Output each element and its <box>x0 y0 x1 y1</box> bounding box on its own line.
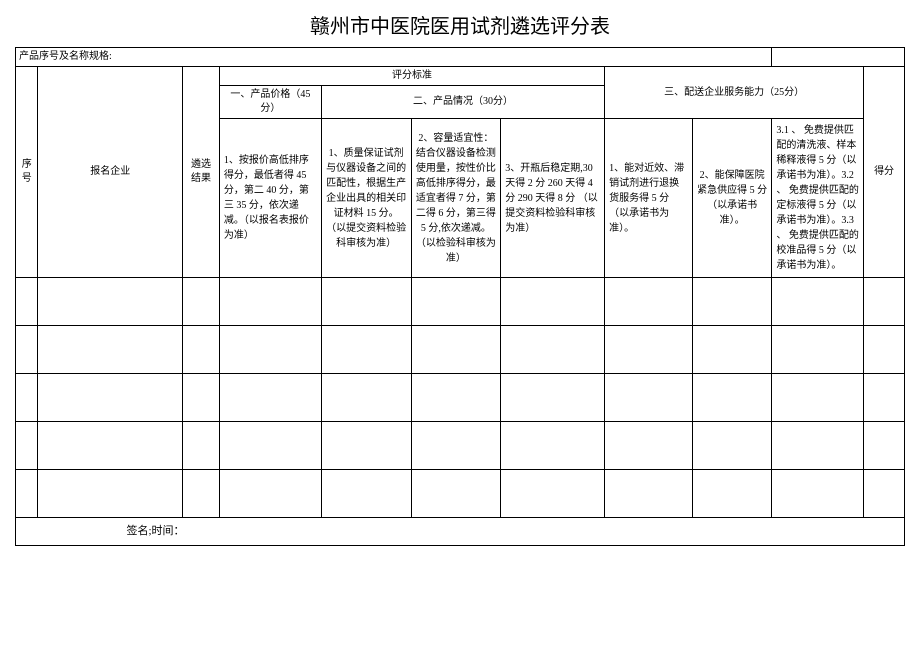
criteria-c7: 3.1 、 免费提供匹配的清洗液、样本稀释液得 5 分（以承诺书为准）。3.2 … <box>772 119 864 278</box>
data-row <box>16 278 905 326</box>
data-row <box>16 326 905 374</box>
product-label: 产品序号及名称规格: <box>16 48 772 67</box>
criteria-c5: 1、能对近效、滞销试剂进行退换货服务得 5 分（以承诺书为准）。 <box>605 119 693 278</box>
criteria-c2: 1、质量保证试剂与仪器设备之间的匹配性，根据生产企业出具的相关印证材料 15 分… <box>321 119 411 278</box>
product-blank <box>772 48 905 67</box>
criteria-c6: 2、能保障医院紧急供应得 5 分（以承诺书准）。 <box>692 119 772 278</box>
criteria-c3: 2、容量适宜性：结合仪器设备检测使用量，按性价比高低排序得分，最适宜者得 7 分… <box>411 119 501 278</box>
criteria-std: 评分标准 <box>219 67 604 86</box>
section1: 一、产品价格（45分） <box>219 86 321 119</box>
data-row <box>16 422 905 470</box>
section2: 二、产品情况（30分） <box>321 86 604 119</box>
signature-cell: 签名;时间： <box>16 518 905 546</box>
col-seq: 序号 <box>16 67 38 278</box>
footer-row: 签名;时间： <box>16 518 905 546</box>
product-row: 产品序号及名称规格: <box>16 48 905 67</box>
col-score: 得分 <box>864 67 905 278</box>
footer-text: 签名;时间： <box>127 525 185 537</box>
criteria-c1: 1、按报价高低排序得分，最低者得 45 分，第二 40 分，第三 35 分，依次… <box>219 119 321 278</box>
col-company: 报名企业 <box>38 67 183 278</box>
evaluation-table: 产品序号及名称规格: 序号 报名企业 遴选结果 评分标准 三、配送企业服务能力（… <box>15 47 905 546</box>
page-title: 赣州市中医院医用试剂遴选评分表 <box>15 10 905 39</box>
header-row-1: 序号 报名企业 遴选结果 评分标准 三、配送企业服务能力（25分） 得分 <box>16 67 905 86</box>
col-result: 遴选结果 <box>183 67 220 278</box>
data-row <box>16 374 905 422</box>
section3: 三、配送企业服务能力（25分） <box>605 67 864 119</box>
data-row <box>16 470 905 518</box>
criteria-c4: 3、开瓶后稳定期,30 天得 2 分 260 天得 4 分 290 天得 8 分… <box>501 119 605 278</box>
